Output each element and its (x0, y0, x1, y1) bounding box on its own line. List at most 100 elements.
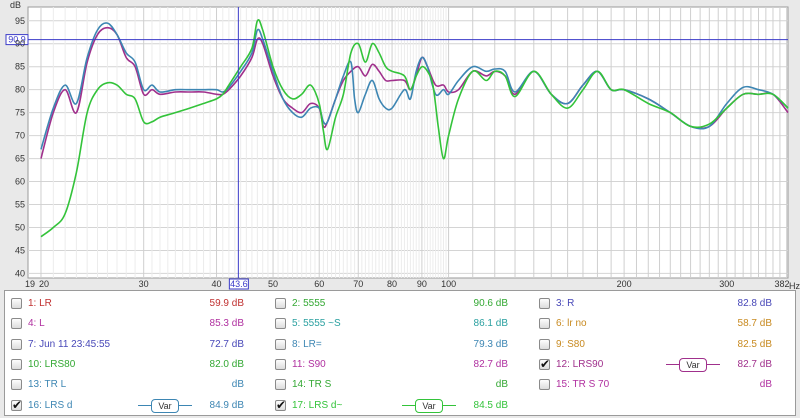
legend-item[interactable]: 17: LRS d~ Var 84.5 dB (275, 396, 525, 416)
x-tick-label: 20 (39, 279, 49, 289)
variance-label: Var (415, 398, 443, 413)
measurement-checkbox[interactable] (275, 358, 286, 370)
measurement-checkbox[interactable] (11, 379, 22, 391)
measurement-level: dB (231, 379, 244, 391)
measurement-name: 10: LRS80 (28, 358, 76, 370)
variance-toggle-button[interactable]: Var (138, 398, 192, 413)
y-tick-label: 95 (15, 16, 25, 26)
measurement-level: 82.7 dB (737, 358, 772, 370)
measurement-name: 6: lr no (556, 318, 587, 330)
measurement-checkbox[interactable] (275, 379, 286, 391)
x-tick-label: 60 (314, 279, 324, 289)
measurement-checkbox[interactable] (11, 338, 22, 350)
legend-row: 7: Jun 11 23:45:55 72.7 dB 8: LR= 79.3 dB 9:… (5, 335, 795, 355)
measurement-name: 13: TR L (28, 379, 67, 391)
measurement-level: 59.9 dB (209, 298, 244, 309)
cursor-x-readout-box (228, 278, 249, 290)
measurement-checkbox[interactable] (539, 338, 550, 350)
variance-label: Var (151, 398, 179, 413)
measurement-checkbox[interactable] (539, 298, 550, 309)
legend-item[interactable]: 1: LR 59.9 dB (11, 294, 261, 314)
x-tick-label: 40 (212, 279, 222, 289)
measurement-checkbox[interactable] (539, 318, 550, 330)
y-tick-label: 60 (15, 177, 25, 187)
measurement-checkbox[interactable] (275, 298, 286, 309)
x-axis-unit-label: Hz (789, 281, 800, 290)
measurement-level: 85.3 dB (209, 318, 244, 330)
measurement-checkbox[interactable] (11, 398, 22, 412)
measurement-name: 17: LRS d~ (292, 399, 343, 411)
measurement-checkbox[interactable] (539, 379, 550, 391)
measurement-level: 82.5 dB (737, 338, 772, 350)
legend-item[interactable]: 4: L 85.3 dB (11, 314, 261, 334)
y-tick-label: 85 (15, 62, 25, 72)
y-tick-label: 40 (15, 268, 25, 278)
measurement-name: 8: LR= (292, 338, 322, 350)
legend-item[interactable]: 2: 5555 90.6 dB (275, 294, 525, 314)
measurement-level: 72.7 dB (209, 338, 244, 350)
x-tick-label: 300 (719, 279, 734, 289)
legend-item[interactable]: 5: 5555 ~S 86.1 dB (275, 314, 525, 334)
x-tick-label: 70 (353, 279, 363, 289)
legend-item[interactable]: 10: LRS80 82.0 dB (11, 355, 261, 375)
measurement-checkbox[interactable] (275, 338, 286, 350)
y-tick-label: 80 (15, 85, 25, 95)
measurement-name: 7: Jun 11 23:45:55 (28, 338, 111, 350)
legend-item[interactable]: 3: R 82.8 dB (539, 294, 789, 314)
legend-item[interactable]: 12: LRS90 Var 82.7 dB (539, 355, 789, 375)
legend-item[interactable]: 7: Jun 11 23:45:55 72.7 dB (11, 335, 261, 355)
measurement-checkbox[interactable] (11, 358, 22, 370)
legend-item[interactable]: 15: TR S 70 dB (539, 375, 789, 395)
x-tick-label: 90 (417, 279, 427, 289)
legend-item[interactable]: 6: lr no 58.7 dB (539, 314, 789, 334)
y-tick-label: 90 (15, 39, 25, 49)
measurement-level: dB (759, 379, 772, 391)
variance-label: Var (679, 357, 707, 372)
legend-item[interactable]: 13: TR L dB (11, 375, 261, 395)
legend-item[interactable]: 11: S90 82.7 dB (275, 355, 525, 375)
legend-row: 4: L 85.3 dB 5: 5555 ~S 86.1 dB 6: lr no 58.7… (5, 314, 795, 334)
measurement-level: 84.5 dB (473, 399, 508, 411)
legend-row: 13: TR L dB 14: TR S dB 15: TR S 70 dB (5, 375, 795, 395)
measurement-name: 16: LRS d (28, 399, 73, 411)
cursor-x-readout: 43.6 (230, 279, 248, 289)
measurement-name: 1: LR (28, 298, 52, 309)
measurement-name: 14: TR S (292, 379, 332, 391)
y-tick-label: 75 (15, 108, 25, 118)
variance-toggle-button[interactable]: Var (402, 398, 456, 413)
measurement-checkbox[interactable] (11, 318, 22, 330)
plot-area[interactable] (27, 6, 789, 279)
x-tick-label: 50 (268, 279, 278, 289)
measurement-checkbox[interactable] (11, 298, 22, 309)
legend-item[interactable]: 16: LRS d Var 84.9 dB (11, 396, 261, 416)
measurement-checkbox[interactable] (275, 398, 286, 412)
measurement-level: 82.7 dB (473, 358, 508, 370)
measurement-name: 11: S90 (292, 358, 326, 370)
y-tick-label: 70 (15, 131, 25, 141)
cursor-y-readout: 90.9 (8, 35, 26, 45)
y-tick-label: 50 (15, 222, 25, 232)
measurement-name: 15: TR S 70 (556, 379, 610, 391)
x-tick-label: 200 (617, 279, 632, 289)
measurement-name: 12: LRS90 (556, 358, 604, 370)
measurement-level: 82.0 dB (209, 358, 244, 370)
y-tick-label: 45 (15, 245, 25, 255)
x-tick-label: 30 (139, 279, 149, 289)
cursor-y-readout-box (5, 34, 29, 46)
legend-item[interactable]: 8: LR= 79.3 dB (275, 335, 525, 355)
x-tick-label: 382 (774, 279, 789, 289)
legend-item[interactable]: 14: TR S dB (275, 375, 525, 395)
measurement-name: 9: S80 (556, 338, 585, 350)
y-axis-unit-label: dB (10, 0, 21, 10)
measurement-level: dB (495, 379, 508, 391)
y-tick-label: 65 (15, 154, 25, 164)
measurement-level: 90.6 dB (473, 298, 508, 309)
legend-item[interactable]: 9: S80 82.5 dB (539, 335, 789, 355)
series-line-3 (40, 19, 789, 238)
legend-row: 16: LRS d Var 84.9 dB 17: LRS d~ Var 84.5 dB (5, 396, 795, 416)
variance-toggle-button[interactable]: Var (666, 357, 720, 372)
x-tick-label: 19 (25, 279, 35, 289)
measurement-checkbox[interactable] (539, 357, 550, 371)
measurement-checkbox[interactable] (275, 318, 286, 330)
